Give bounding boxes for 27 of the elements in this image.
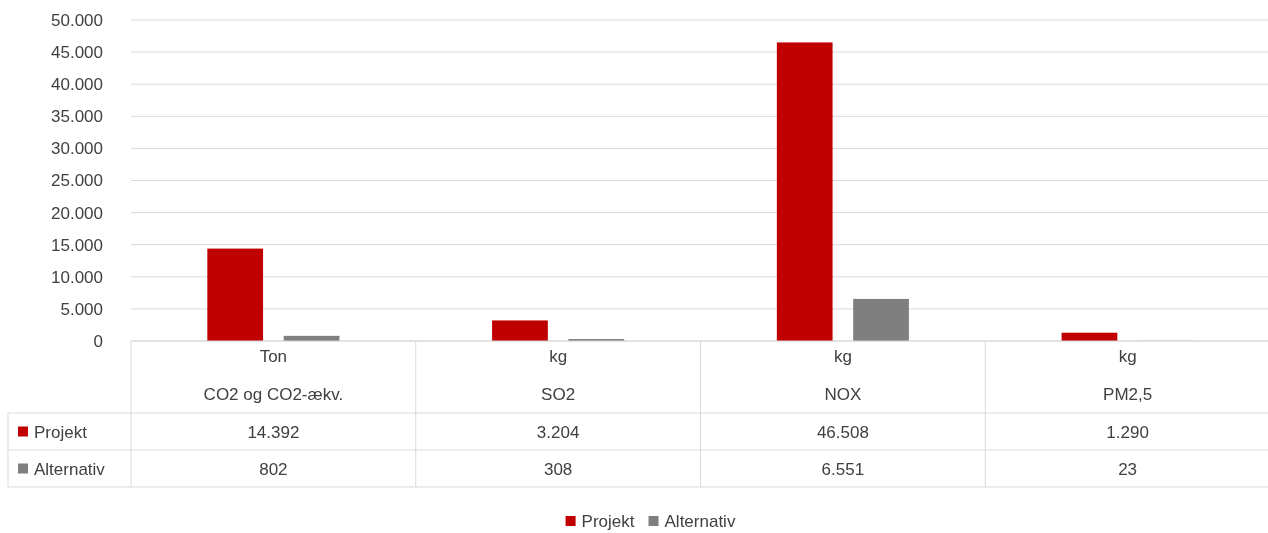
y-tick-label: 0 xyxy=(93,331,103,351)
x-tick-label: kg SO2 xyxy=(541,347,576,404)
text: Alternativ xyxy=(34,459,105,479)
legend-label: Projekt xyxy=(34,422,88,442)
y-tick-label: 20.000 xyxy=(51,203,103,223)
legend-label: Alternativ xyxy=(664,512,736,531)
y-tick-label: 30.000 xyxy=(51,139,103,159)
y-tick-label: 35.000 xyxy=(51,107,103,127)
y-tick-label: 45.000 xyxy=(51,43,103,63)
data-label: 1.290 xyxy=(1106,422,1149,442)
y-tick-label: 15.000 xyxy=(51,235,103,255)
y-tick-label: 5.000 xyxy=(60,299,103,319)
data-label: 802 xyxy=(259,459,288,479)
data-label: 23 xyxy=(1118,459,1138,479)
x-tick-label: kg PM2,5 xyxy=(1103,347,1153,404)
y-tick-label: 40.000 xyxy=(51,75,103,95)
data-label: 3.204 xyxy=(536,422,580,442)
data-label: 308 xyxy=(543,459,573,479)
data-label: 6.551 xyxy=(821,459,865,479)
y-tick-label: 10.000 xyxy=(51,267,103,287)
data-label: 14.392 xyxy=(247,422,300,442)
x-tick-label: kg NOX xyxy=(824,347,862,404)
y-tick-label: 50.000 xyxy=(51,10,103,30)
x-tick-label: Ton CO2 og CO2-ækv. xyxy=(203,347,344,404)
text: Projekt xyxy=(581,512,635,531)
data-label: 46.508 xyxy=(816,422,869,442)
y-tick-label: 25.000 xyxy=(51,171,103,191)
